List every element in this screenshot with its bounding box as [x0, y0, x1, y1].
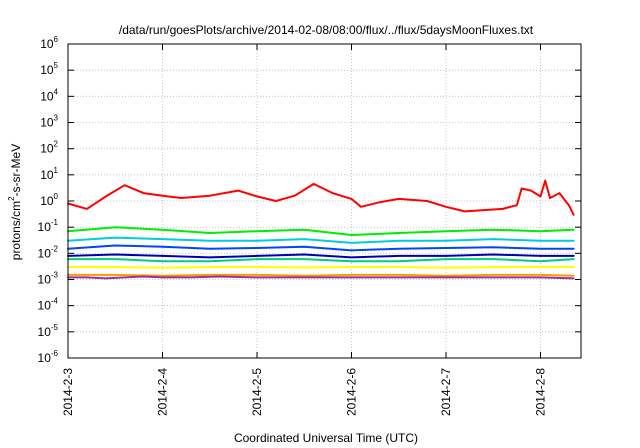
- series-line-4: [67, 244, 575, 252]
- y-tick-label: 106: [40, 35, 58, 51]
- x-tick-label: 2014-2-6: [345, 368, 359, 416]
- y-tick-label: 10-3: [38, 271, 59, 287]
- chart-title: /data/run/goesPlots/archive/2014-02-08/0…: [119, 23, 534, 37]
- x-tick-label: 2014-2-8: [534, 368, 548, 416]
- x-tick-label: 2014-2-4: [156, 368, 170, 416]
- x-tick-label: 2014-2-5: [250, 368, 264, 416]
- y-tick-label: 10-5: [38, 323, 59, 339]
- y-axis-title-sup: 2: [7, 196, 16, 201]
- series-line-9: [67, 275, 575, 280]
- y-axis-title-suffix: -s-sr-MeV: [9, 144, 23, 197]
- series-line-6: [67, 258, 575, 263]
- y-axis-title: protons/cm2-s-sr-MeV: [7, 144, 23, 260]
- y-tick-label: 10-4: [38, 297, 59, 313]
- series-line-3: [67, 236, 575, 244]
- y-tick-label: 10-1: [38, 218, 59, 234]
- grid: [68, 44, 581, 358]
- y-tick-label: 102: [40, 140, 58, 156]
- y-tick-label: 10-2: [38, 244, 59, 260]
- y-tick-label: 105: [40, 61, 58, 77]
- x-tick-label: 2014-2-3: [61, 368, 75, 416]
- x-ticks: 2014-2-3 2014-2-4 2014-2-5 2014-2-6 2014-2-7…: [61, 44, 548, 416]
- series-line-8: [67, 273, 575, 277]
- y-tick-label: 100: [40, 192, 58, 208]
- series-line-7: [67, 266, 575, 269]
- y-ticks: 10-6 10-5 10-4 10-3 10-2 10-1 100 101 102 103 104 1…: [38, 35, 581, 365]
- series-line-1: [67, 179, 575, 216]
- series-line-5: [67, 253, 575, 259]
- y-tick-label: 10-6: [38, 349, 59, 365]
- x-tick-label: 2014-2-7: [439, 368, 453, 416]
- x-axis-title: Coordinated Universal Time (UTC): [234, 431, 418, 445]
- y-tick-label: 104: [40, 87, 58, 103]
- plot-frame: [67, 43, 582, 359]
- y-tick-label: 103: [40, 114, 58, 130]
- y-tick-label: 101: [40, 166, 58, 182]
- series-layer: [67, 179, 575, 280]
- y-axis-title-prefix: protons/cm: [9, 201, 23, 260]
- series-line-2: [67, 226, 575, 236]
